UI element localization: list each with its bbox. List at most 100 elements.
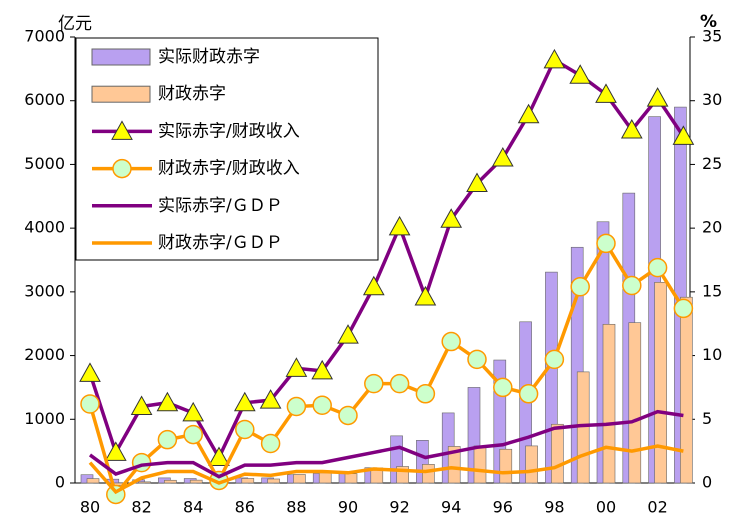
marker-triangle — [491, 147, 514, 167]
bar — [86, 478, 100, 484]
bar — [318, 472, 332, 484]
marker-circle — [364, 373, 384, 394]
x-tick-label: 90 — [338, 498, 358, 517]
marker-triangle — [543, 48, 566, 69]
marker-circle — [183, 424, 203, 445]
marker-triangle — [79, 362, 101, 382]
x-tick-label: 00 — [596, 498, 616, 517]
marker-circle — [286, 396, 307, 417]
bar — [267, 478, 280, 484]
marker-circle — [544, 349, 565, 370]
marker-circle — [441, 331, 461, 352]
legend-swatch — [91, 48, 151, 66]
marker-circle — [338, 405, 358, 426]
bar — [164, 479, 177, 484]
marker-circle — [80, 394, 100, 414]
bar — [189, 479, 203, 484]
marker-circle — [467, 349, 487, 370]
legend-marker — [111, 120, 133, 140]
bar — [422, 464, 435, 484]
marker-triangle — [285, 357, 308, 377]
x-tick-label: 98 — [544, 498, 564, 517]
bar — [138, 481, 151, 484]
x-tick-label: 92 — [389, 498, 409, 517]
marker-triangle — [595, 83, 617, 103]
marker-circle — [596, 233, 616, 254]
bar — [499, 448, 513, 484]
bar — [241, 478, 255, 484]
bar — [602, 323, 616, 484]
marker-triangle — [130, 395, 153, 416]
marker-triangle — [311, 359, 334, 380]
y-tick-label: 4000 — [24, 218, 65, 237]
y2-tick-label: 25 — [702, 154, 722, 173]
legend-box — [75, 37, 379, 261]
marker-triangle — [388, 215, 411, 236]
marker-triangle — [517, 103, 540, 124]
y2-tick-label: 20 — [702, 218, 722, 237]
marker-triangle — [182, 401, 205, 422]
y2-axis-label: % — [700, 12, 717, 32]
bar — [654, 281, 667, 484]
marker-triangle — [440, 208, 463, 228]
marker-triangle — [672, 125, 695, 145]
marker-circle — [312, 395, 332, 416]
marker-triangle — [156, 391, 179, 412]
marker-circle — [518, 384, 539, 404]
legend-label: 财政赤字 — [158, 84, 226, 104]
legend-label: 实际赤字/财政收入 — [158, 121, 300, 141]
legend-label: 财政赤字/ＧＤＰ — [158, 233, 283, 253]
x-tick-label: 84 — [183, 498, 203, 517]
marker-triangle — [104, 441, 127, 461]
y-tick-label: 1000 — [24, 409, 65, 428]
legend-label: 财政赤字/财政收入 — [158, 159, 300, 179]
x-tick-label: 88 — [286, 498, 306, 517]
y2-tick-label: 10 — [702, 345, 722, 364]
marker-triangle — [259, 389, 282, 409]
marker-triangle — [337, 324, 359, 344]
marker-circle — [673, 298, 694, 319]
x-tick-label: 86 — [235, 498, 255, 517]
y2-tick-label: 30 — [702, 90, 722, 109]
bar — [628, 322, 642, 484]
marker-circle — [493, 377, 513, 398]
line — [88, 409, 684, 479]
bar — [447, 446, 461, 484]
bar — [680, 296, 693, 484]
marker-triangle — [233, 391, 256, 412]
y-tick-label: 7000 — [24, 27, 65, 46]
bar — [293, 474, 306, 484]
marker-circle — [647, 257, 668, 278]
y2-tick-label: 15 — [702, 281, 722, 300]
x-tick-label: 94 — [441, 498, 461, 517]
marker-circle — [415, 384, 436, 404]
marker-circle — [570, 277, 590, 297]
marker-triangle — [466, 172, 488, 193]
marker-triangle — [414, 285, 437, 306]
bar — [551, 423, 564, 484]
marker-triangle — [620, 118, 643, 139]
bar — [344, 473, 358, 484]
bar — [473, 445, 487, 484]
legend-swatch — [91, 85, 151, 103]
y-tick-label: 5000 — [24, 154, 65, 173]
marker-circle — [157, 429, 178, 450]
y-tick-label: 6000 — [24, 90, 65, 109]
marker-circle — [389, 373, 410, 394]
y2-tick-label: 5 — [702, 409, 712, 428]
y-tick-label: 2000 — [24, 345, 65, 364]
y-axis-label: 亿元 — [58, 14, 92, 34]
y2-tick-label: 0 — [702, 473, 712, 492]
bar — [525, 445, 538, 484]
marker-circle — [260, 433, 281, 454]
marker-triangle — [362, 275, 385, 296]
line — [88, 240, 685, 499]
legend-label: 实际财政赤字 — [158, 47, 260, 67]
x-tick-label: 96 — [493, 498, 513, 517]
line — [88, 444, 684, 495]
marker-triangle — [208, 446, 230, 467]
x-tick-label: 82 — [131, 498, 151, 517]
legend-label: 实际赤字/ＧＤＰ — [158, 196, 283, 216]
